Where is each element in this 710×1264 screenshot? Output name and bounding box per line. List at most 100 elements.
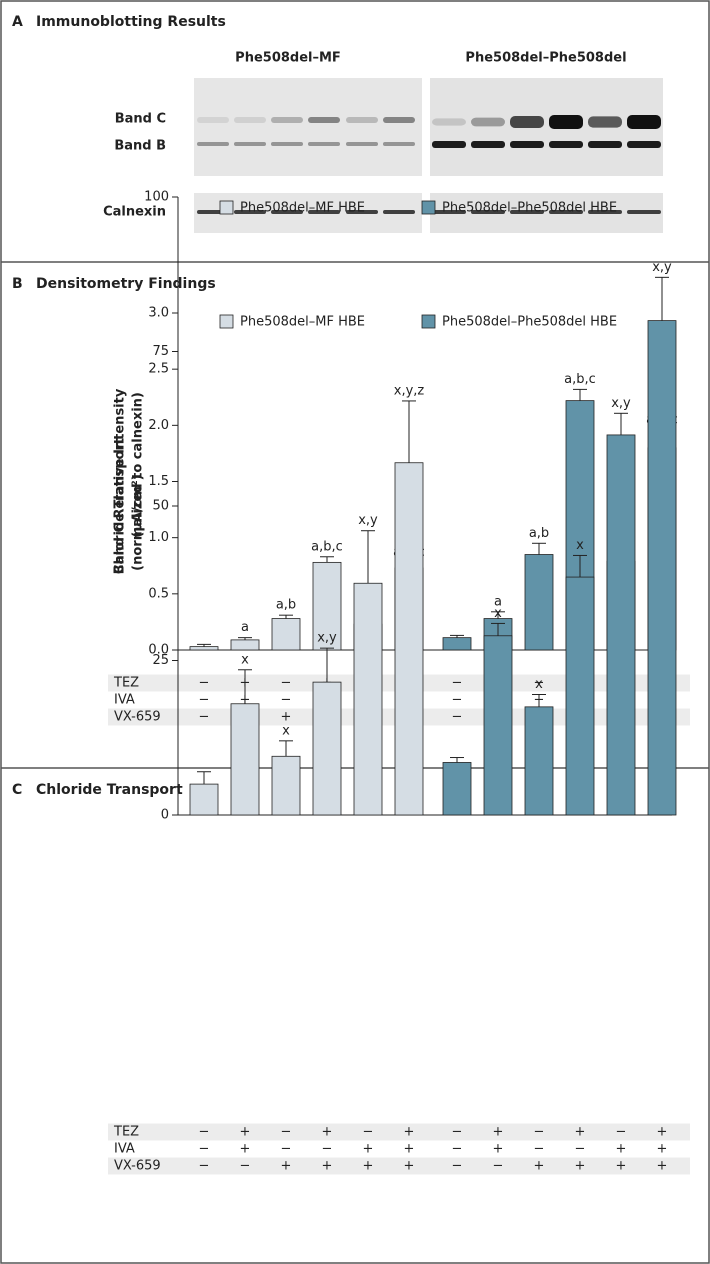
bar-annotation: a	[241, 620, 249, 635]
bar-annotation: x	[241, 652, 249, 667]
treatment-sign: +	[657, 1159, 668, 1174]
bar-annotation: x	[494, 606, 502, 621]
bar	[354, 583, 382, 815]
band	[510, 116, 544, 128]
treatment-sign: +	[534, 1159, 545, 1174]
treatment-sign: −	[452, 1142, 463, 1157]
y-axis-label: (μA/cm²)	[131, 474, 146, 537]
treatment-sign: −	[616, 1125, 627, 1140]
y-tick-label: 100	[144, 190, 169, 205]
bar	[395, 463, 423, 815]
bar	[648, 321, 676, 815]
treatment-sign: −	[452, 676, 463, 691]
bar	[272, 619, 300, 650]
treatment-sign: +	[616, 1159, 627, 1174]
band-label: Calnexin	[103, 205, 166, 220]
band	[432, 118, 466, 125]
bar-annotation: a,b	[529, 526, 549, 541]
y-tick-label: 25	[152, 653, 169, 668]
band	[627, 141, 661, 148]
bar	[313, 682, 341, 815]
panel-label: B	[12, 276, 23, 292]
panel-title: Densitometry Findings	[36, 276, 216, 292]
treatment-sign: −	[199, 676, 210, 691]
treatment-sign: −	[281, 693, 292, 708]
treatment-sign: −	[363, 1125, 374, 1140]
bar-annotation: x	[282, 723, 290, 738]
bar-annotation: x,y,z	[394, 383, 425, 398]
y-tick-label: 50	[152, 499, 169, 514]
band-label: Band C	[115, 112, 166, 127]
treatment-sign: +	[240, 1125, 251, 1140]
treatment-sign: +	[493, 1142, 504, 1157]
band	[549, 141, 583, 148]
treatment-sign: +	[281, 710, 292, 725]
treatment-sign: −	[281, 676, 292, 691]
bar	[525, 555, 553, 650]
band	[383, 210, 415, 214]
treatment-sign: −	[199, 1159, 210, 1174]
bar-annotation: x,y	[611, 396, 631, 411]
bar	[525, 707, 553, 815]
treatment-sign: +	[404, 1125, 415, 1140]
legend-swatch	[220, 315, 233, 328]
band-label: Band B	[114, 139, 166, 154]
treatment-sign: −	[240, 1159, 251, 1174]
band	[471, 118, 505, 127]
bar	[484, 636, 512, 815]
treatment-sign: −	[452, 710, 463, 725]
treatment-sign: +	[322, 1159, 333, 1174]
treatment-sign: −	[452, 693, 463, 708]
row-label: VX-659	[114, 710, 161, 725]
band	[471, 141, 505, 148]
treatment-sign: +	[240, 1142, 251, 1157]
table-row-shade	[108, 1124, 690, 1141]
legend-label: Phe508del–MF HBE	[240, 315, 365, 330]
y-axis-label: Chloride Transport	[113, 438, 128, 574]
panel-label: C	[12, 782, 22, 798]
bar	[190, 784, 218, 815]
band	[308, 142, 340, 146]
band	[627, 115, 661, 129]
band	[432, 141, 466, 148]
treatment-sign: +	[363, 1142, 374, 1157]
group-label: Phe508del–MF	[235, 51, 341, 66]
treatment-sign: +	[404, 1142, 415, 1157]
band	[234, 117, 266, 123]
bar-annotation: x,y	[358, 513, 378, 528]
treatment-sign: −	[281, 1142, 292, 1157]
treatment-sign: +	[404, 1159, 415, 1174]
row-label: IVA	[114, 1142, 135, 1157]
blot	[194, 78, 422, 176]
bar-annotation: x	[576, 538, 584, 553]
bar-annotation: x,y	[652, 260, 672, 275]
band	[271, 117, 303, 123]
treatment-sign: −	[493, 1159, 504, 1174]
row-label: IVA	[114, 693, 135, 708]
treatment-sign: +	[575, 1159, 586, 1174]
bar-annotation: a,b	[276, 598, 296, 613]
bar-annotation: a,b,c	[564, 372, 596, 387]
bar-annotation: a,b,c	[311, 539, 343, 554]
band	[346, 117, 378, 123]
band	[234, 142, 266, 146]
bar	[443, 762, 471, 815]
treatment-sign: −	[322, 1142, 333, 1157]
treatment-sign: +	[363, 1159, 374, 1174]
band	[383, 117, 415, 123]
legend-label: Phe508del–Phe508del HBE	[442, 315, 617, 330]
band	[308, 117, 340, 123]
band	[346, 142, 378, 146]
bar	[190, 647, 218, 650]
row-label: TEZ	[113, 676, 139, 691]
bar-annotation: x	[535, 677, 543, 692]
legend-label: Phe508del–MF HBE	[240, 201, 365, 216]
y-tick-label: 2.5	[148, 362, 169, 377]
treatment-sign: −	[575, 1142, 586, 1157]
bar	[607, 435, 635, 815]
y-tick-label: 3.0	[148, 306, 169, 321]
band	[271, 142, 303, 146]
treatment-sign: +	[616, 1142, 627, 1157]
bar	[566, 577, 594, 815]
treatment-sign: −	[199, 1142, 210, 1157]
